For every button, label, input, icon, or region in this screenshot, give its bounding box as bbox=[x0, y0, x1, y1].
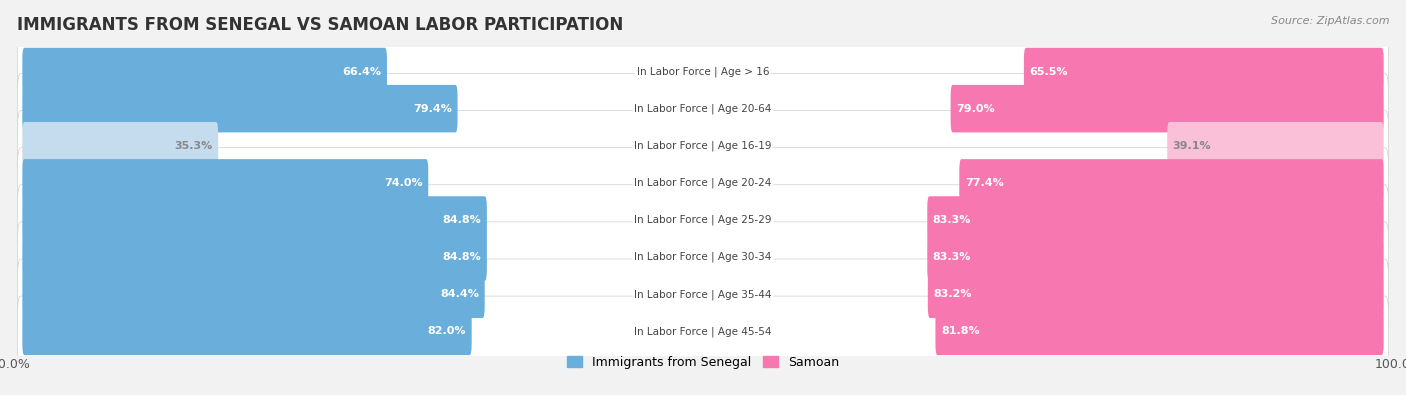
Text: 82.0%: 82.0% bbox=[427, 326, 467, 337]
Text: 35.3%: 35.3% bbox=[174, 141, 212, 151]
Text: 66.4%: 66.4% bbox=[343, 66, 381, 77]
Text: 83.2%: 83.2% bbox=[934, 289, 972, 299]
FancyBboxPatch shape bbox=[17, 36, 1389, 107]
Text: In Labor Force | Age 30-34: In Labor Force | Age 30-34 bbox=[634, 252, 772, 262]
FancyBboxPatch shape bbox=[17, 73, 1389, 144]
FancyBboxPatch shape bbox=[22, 196, 486, 244]
Text: 65.5%: 65.5% bbox=[1029, 66, 1069, 77]
Text: In Labor Force | Age 20-24: In Labor Force | Age 20-24 bbox=[634, 178, 772, 188]
Text: 83.3%: 83.3% bbox=[932, 215, 972, 225]
Text: 83.3%: 83.3% bbox=[932, 252, 972, 262]
Text: In Labor Force | Age 20-64: In Labor Force | Age 20-64 bbox=[634, 103, 772, 114]
Text: Source: ZipAtlas.com: Source: ZipAtlas.com bbox=[1271, 16, 1389, 26]
FancyBboxPatch shape bbox=[17, 259, 1389, 329]
Text: IMMIGRANTS FROM SENEGAL VS SAMOAN LABOR PARTICIPATION: IMMIGRANTS FROM SENEGAL VS SAMOAN LABOR … bbox=[17, 16, 623, 34]
FancyBboxPatch shape bbox=[22, 233, 486, 281]
FancyBboxPatch shape bbox=[22, 271, 485, 318]
FancyBboxPatch shape bbox=[1024, 48, 1384, 95]
FancyBboxPatch shape bbox=[22, 85, 457, 132]
Text: In Labor Force | Age 25-29: In Labor Force | Age 25-29 bbox=[634, 215, 772, 225]
FancyBboxPatch shape bbox=[1167, 122, 1384, 169]
Text: 84.8%: 84.8% bbox=[443, 215, 481, 225]
FancyBboxPatch shape bbox=[950, 85, 1384, 132]
Text: 79.0%: 79.0% bbox=[956, 103, 995, 114]
FancyBboxPatch shape bbox=[17, 296, 1389, 367]
Text: In Labor Force | Age 16-19: In Labor Force | Age 16-19 bbox=[634, 141, 772, 151]
Text: 81.8%: 81.8% bbox=[941, 326, 980, 337]
FancyBboxPatch shape bbox=[22, 122, 218, 169]
FancyBboxPatch shape bbox=[17, 148, 1389, 218]
Text: 39.1%: 39.1% bbox=[1173, 141, 1212, 151]
Text: 84.8%: 84.8% bbox=[443, 252, 481, 262]
FancyBboxPatch shape bbox=[17, 185, 1389, 255]
Text: In Labor Force | Age 35-44: In Labor Force | Age 35-44 bbox=[634, 289, 772, 299]
Text: 77.4%: 77.4% bbox=[965, 178, 1004, 188]
FancyBboxPatch shape bbox=[17, 111, 1389, 181]
FancyBboxPatch shape bbox=[22, 308, 471, 355]
FancyBboxPatch shape bbox=[22, 48, 387, 95]
FancyBboxPatch shape bbox=[928, 233, 1384, 281]
FancyBboxPatch shape bbox=[959, 159, 1384, 207]
Legend: Immigrants from Senegal, Samoan: Immigrants from Senegal, Samoan bbox=[561, 351, 845, 374]
FancyBboxPatch shape bbox=[928, 196, 1384, 244]
FancyBboxPatch shape bbox=[22, 159, 429, 207]
Text: In Labor Force | Age 45-54: In Labor Force | Age 45-54 bbox=[634, 326, 772, 337]
Text: In Labor Force | Age > 16: In Labor Force | Age > 16 bbox=[637, 66, 769, 77]
FancyBboxPatch shape bbox=[928, 271, 1384, 318]
FancyBboxPatch shape bbox=[17, 222, 1389, 292]
Text: 74.0%: 74.0% bbox=[384, 178, 423, 188]
Text: 79.4%: 79.4% bbox=[413, 103, 451, 114]
FancyBboxPatch shape bbox=[935, 308, 1384, 355]
Text: 84.4%: 84.4% bbox=[440, 289, 479, 299]
